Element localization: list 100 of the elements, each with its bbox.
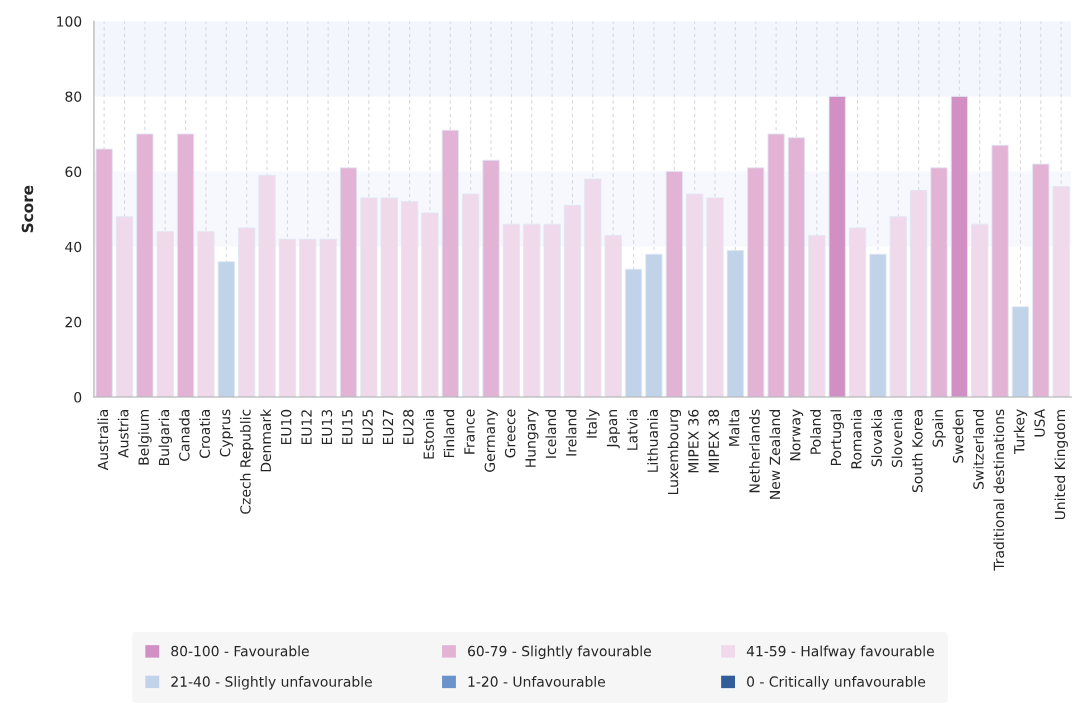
- x-tick-label: Turkey: [1013, 409, 1028, 455]
- bar: [726, 250, 744, 398]
- x-tick-label: Slovakia: [871, 410, 882, 467]
- x-tick-label: Finland: [443, 410, 455, 458]
- bar: [502, 223, 520, 398]
- x-tick-label: Switzerland: [973, 410, 984, 489]
- x-tick-label: Lithuania: [647, 410, 658, 472]
- bar: [665, 171, 683, 398]
- x-tick-label: Cyprus: [219, 409, 234, 457]
- bar: [604, 235, 622, 398]
- bar: [1052, 186, 1070, 398]
- bar: [971, 223, 989, 398]
- x-tick-label: EU27: [382, 410, 394, 445]
- x-tick-label: Estonia: [423, 410, 434, 459]
- y-tick-label: 40: [65, 241, 82, 253]
- x-tick-label: New Zealand: [769, 410, 781, 499]
- x-tick-label: Romania: [850, 410, 862, 469]
- x-tick-label: Australia: [97, 410, 109, 471]
- bar: [563, 204, 582, 398]
- bar: [686, 193, 704, 398]
- bar: [156, 231, 174, 398]
- bar: [991, 144, 1009, 398]
- x-tick-label: Ireland: [565, 410, 577, 456]
- x-tick-label: Malta: [728, 410, 740, 446]
- bar: [482, 159, 500, 398]
- x-tick-label: Slovenia: [891, 410, 903, 468]
- bar: [706, 197, 724, 398]
- x-tick-label: Iceland: [545, 410, 557, 458]
- x-tick-label: Belgium: [138, 410, 152, 465]
- x-tick-label: Latvia: [626, 410, 638, 450]
- bar: [584, 178, 602, 398]
- bar: [462, 193, 480, 398]
- legend-label: 60-79 - Slightly favourable: [468, 645, 651, 660]
- bar: [828, 96, 846, 398]
- bar: [319, 238, 337, 398]
- bar: [441, 129, 459, 398]
- x-tick-label: EU15: [342, 410, 353, 445]
- bar: [401, 201, 419, 398]
- bar: [767, 133, 785, 398]
- legend-label: 80-100 - Favourable: [171, 645, 309, 657]
- x-tick-label: Greece: [504, 409, 516, 458]
- y-tick-label: 80: [65, 91, 82, 102]
- bar: [339, 167, 358, 398]
- bar: [523, 223, 541, 398]
- bar: [258, 174, 276, 398]
- x-tick-label: Norway: [790, 409, 804, 461]
- x-tick-label: EU10: [280, 409, 292, 445]
- x-tick-label: Spain: [932, 410, 946, 447]
- bar: [645, 253, 663, 398]
- bar: [848, 227, 867, 398]
- y-tick-label: 0: [74, 392, 82, 403]
- bar: [95, 148, 113, 398]
- bar: [299, 238, 317, 398]
- x-tick-label: Bulgaria: [158, 410, 172, 466]
- x-tick-label: Poland: [810, 410, 821, 454]
- x-tick-label: Portugal: [830, 410, 844, 465]
- y-tick-label: 60: [65, 166, 82, 178]
- bar: [238, 227, 256, 398]
- bar: [197, 231, 215, 398]
- x-tick-label: Japan: [606, 410, 620, 449]
- legend-label: 0 - Critically unfavourable: [747, 676, 926, 690]
- y-tick-label: 20: [65, 316, 82, 328]
- bar: [808, 235, 826, 398]
- bar: [910, 189, 928, 398]
- legend-label: 1-20 - Unfavourable: [468, 676, 605, 687]
- x-tick-label: Czech Republic: [239, 409, 254, 514]
- bar: [177, 133, 195, 398]
- x-tick-label: EU28: [403, 409, 414, 445]
- x-tick-label: EU13: [321, 409, 333, 445]
- x-tick-label: EU25: [362, 410, 373, 445]
- x-tick-label: EU12: [301, 410, 312, 445]
- x-tick-label: MIPEX 38: [708, 409, 720, 473]
- bar: [543, 223, 561, 398]
- bar: [421, 212, 439, 398]
- bar: [950, 96, 968, 398]
- legend-label: 41-59 - Halfway favourable: [746, 645, 934, 660]
- legend-label: 21-40 - Slightly unfavourable: [171, 676, 372, 690]
- x-tick-label: France: [464, 409, 475, 454]
- bar: [217, 261, 235, 398]
- x-tick-label: Hungary: [525, 409, 539, 467]
- bar: [930, 167, 948, 398]
- bar: [115, 216, 134, 398]
- y-tick-label: 100: [57, 16, 82, 27]
- bar: [625, 268, 643, 398]
- bar: [889, 216, 907, 398]
- x-tick-label: USA: [1034, 408, 1045, 437]
- x-tick-label: Denmark: [260, 408, 272, 472]
- x-tick-label: Luxembourg: [667, 410, 682, 495]
- x-tick-label: Netherlands: [749, 409, 760, 493]
- bar: [380, 197, 398, 398]
- y-axis-title: Score: [21, 185, 34, 233]
- x-tick-label: Canada: [178, 410, 190, 461]
- bar: [869, 253, 887, 398]
- x-tick-label: Germany: [484, 409, 498, 472]
- x-tick-label: Traditional destinations: [993, 409, 1005, 571]
- x-tick-label: Croatia: [199, 410, 210, 458]
- x-tick-label: United Kingdom: [1054, 410, 1068, 520]
- bar: [136, 133, 154, 398]
- x-tick-label: Austria: [117, 410, 129, 458]
- bar: [787, 137, 806, 398]
